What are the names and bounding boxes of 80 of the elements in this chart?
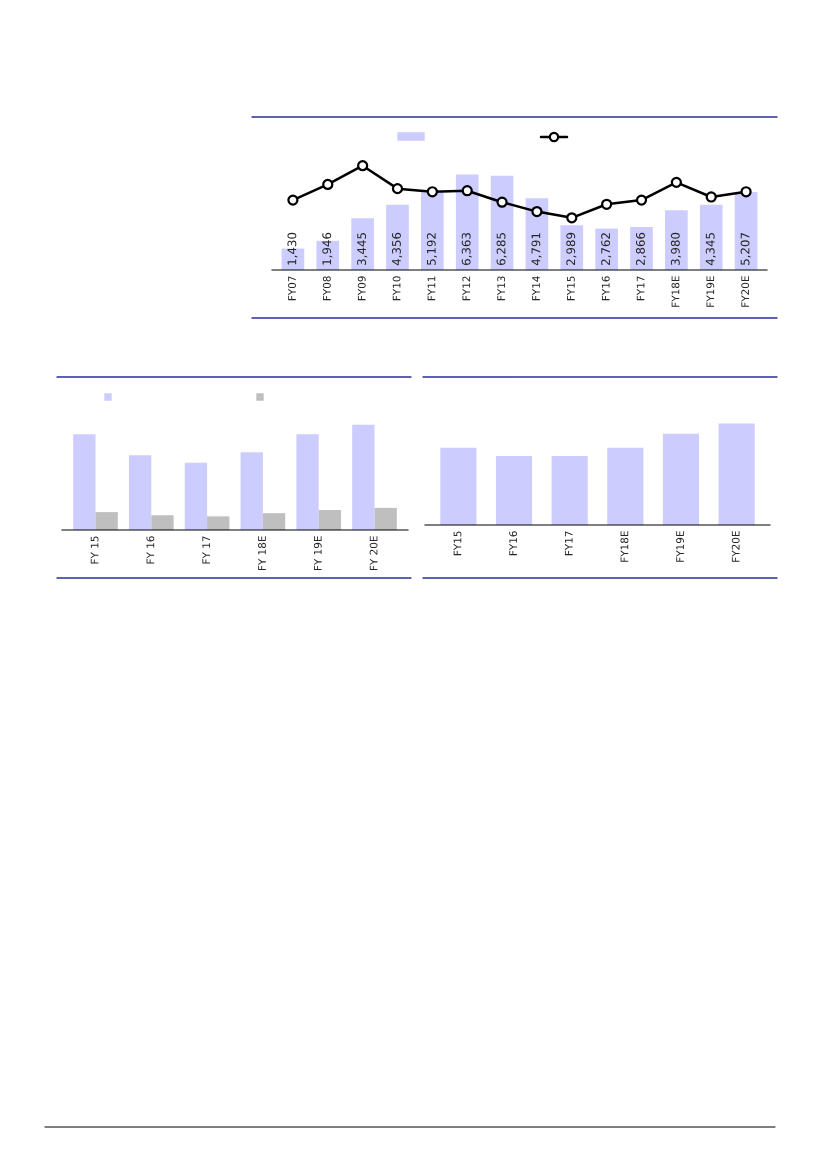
bar [128, 455, 152, 530]
bar [607, 447, 644, 525]
x-tick-label: FY19E [706, 276, 715, 307]
bar [351, 218, 374, 270]
x-tick-label: FY17 [564, 531, 573, 556]
x-tick-label: FY10 [392, 276, 401, 301]
point [635, 194, 648, 206]
point [461, 185, 473, 197]
point [531, 205, 543, 218]
bar [665, 210, 688, 270]
bar [262, 513, 286, 530]
point [705, 191, 717, 203]
data-label: 4,356 [391, 232, 403, 266]
bar [699, 204, 723, 270]
bar [718, 423, 755, 525]
data-label: 5,192 [426, 233, 437, 265]
x-tick-label: FY15 [567, 276, 575, 301]
data-label: 1,946 [322, 232, 333, 265]
x-tick-label: FY19E [676, 531, 684, 562]
x-tick-label: FY18E [671, 276, 680, 307]
bar [95, 512, 118, 530]
x-tick-label: FY 17 [202, 536, 210, 564]
bar [184, 462, 208, 530]
bar [662, 433, 700, 525]
x-tick-label: FY07 [288, 276, 296, 301]
point [496, 196, 508, 208]
bar [296, 434, 319, 530]
bar [455, 174, 479, 270]
x-tick-label: FY20E [731, 531, 740, 562]
bar [151, 515, 174, 530]
data-label: 5,207 [740, 233, 751, 265]
bar [421, 192, 444, 270]
bar [560, 225, 584, 270]
data-label: 6,363 [461, 232, 472, 266]
data-label: 1,430 [287, 232, 298, 265]
x-tick-label: FY 18E [258, 536, 266, 571]
data-label: 3,980 [670, 232, 681, 265]
x-tick-label: FY 20E [369, 536, 378, 571]
bar [440, 447, 477, 525]
data-label: 2,866 [636, 232, 647, 265]
bar [73, 434, 96, 530]
bar [374, 507, 397, 530]
x-tick-label: FY14 [532, 276, 540, 301]
point [391, 183, 404, 195]
x-tick-label: FY08 [322, 276, 331, 301]
x-tick-label: FY18E [620, 531, 629, 562]
x-tick-label: FY16 [601, 276, 610, 301]
bar [318, 510, 342, 530]
point [670, 176, 682, 188]
point [357, 160, 369, 172]
data-label: 4,791 [531, 233, 542, 266]
x-tick-label: FY 16 [146, 536, 155, 564]
x-tick-label: FY11 [427, 276, 436, 301]
point [322, 178, 334, 191]
point [740, 186, 752, 198]
x-tick-label: FY13 [497, 276, 506, 301]
bar [352, 424, 375, 530]
x-tick-label: FY 15 [90, 536, 99, 564]
bar [495, 455, 533, 525]
x-tick-label: FY09 [357, 276, 366, 301]
point [566, 212, 578, 224]
data-label: 6,285 [496, 233, 507, 266]
bar [386, 204, 409, 270]
point [601, 198, 613, 210]
bar [490, 175, 514, 270]
x-tick-label: FY12 [462, 276, 471, 301]
data-label: 3,445 [357, 233, 368, 265]
data-label: 4,345 [705, 233, 716, 266]
x-tick-label: FY20E [741, 276, 750, 307]
data-label: 2,762 [601, 233, 612, 265]
data-label: 2,989 [566, 232, 577, 265]
bar [240, 452, 263, 530]
point [287, 194, 299, 206]
x-tick-label: FY 19E [313, 536, 322, 571]
x-tick-label: FY17 [636, 276, 645, 301]
x-tick-label: FY16 [509, 531, 518, 556]
point [426, 186, 438, 198]
bar [551, 455, 588, 525]
bar [207, 516, 230, 530]
x-tick-label: FY15 [453, 531, 462, 556]
